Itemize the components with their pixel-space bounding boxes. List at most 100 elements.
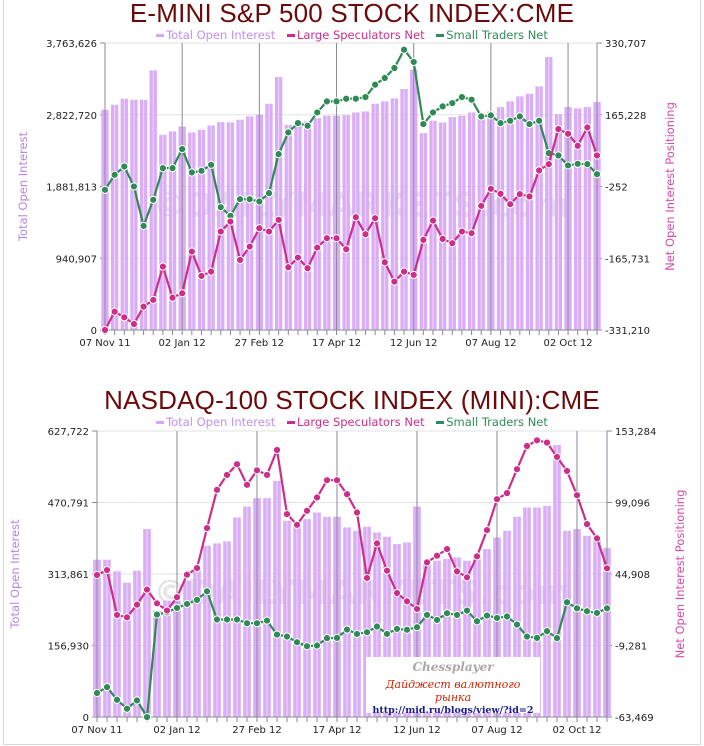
point-large-speculators bbox=[255, 224, 264, 233]
point-large-speculators bbox=[302, 506, 312, 515]
line-small-traders bbox=[104, 47, 598, 230]
point-large-speculators bbox=[563, 129, 573, 138]
point-large-speculators bbox=[372, 539, 382, 548]
point-small-traders bbox=[284, 128, 293, 137]
point-small-traders bbox=[322, 634, 332, 643]
point-large-speculators bbox=[252, 466, 262, 475]
point-small-traders bbox=[342, 625, 352, 634]
legend-label: Total Open Interest bbox=[166, 415, 276, 429]
legend-large-speculators[interactable]: Large Speculators Net bbox=[286, 415, 425, 429]
point-small-traders bbox=[572, 604, 582, 613]
point-small-traders bbox=[532, 633, 542, 642]
ad-banner[interactable]: Chessplayer Дайджест валютного рынка htt… bbox=[366, 657, 540, 716]
point-small-traders bbox=[272, 630, 282, 639]
line-large-speculators bbox=[104, 124, 599, 331]
point-large-speculators bbox=[332, 234, 341, 243]
point-large-speculators bbox=[532, 436, 542, 445]
point-large-speculators bbox=[492, 495, 502, 504]
point-small-traders bbox=[192, 595, 202, 604]
legend-large-speculators[interactable]: Large Speculators Net bbox=[286, 28, 425, 42]
point-small-traders bbox=[252, 619, 262, 628]
y2-axis-title: Net Open Interest Positioning bbox=[673, 490, 687, 659]
point-small-traders bbox=[477, 112, 486, 121]
point-large-speculators bbox=[178, 289, 187, 298]
point-large-speculators bbox=[448, 239, 457, 248]
x-tick-label: 07 Nov 11 bbox=[79, 338, 130, 349]
point-large-speculators bbox=[100, 325, 110, 335]
point-small-traders bbox=[506, 116, 515, 125]
x-tick-label: 07 Aug 12 bbox=[465, 338, 516, 349]
legend-small-traders[interactable]: Small Traders Net bbox=[436, 415, 548, 429]
point-small-traders bbox=[142, 712, 152, 722]
y2-tick-label: -9,281 bbox=[615, 642, 647, 653]
point-large-speculators bbox=[212, 485, 222, 494]
chart-plot: 0 940,907 1,881,813 2,822,720 3,763,626 -331,… bbox=[16, 39, 677, 349]
point-small-traders bbox=[207, 160, 216, 169]
point-small-traders bbox=[442, 609, 452, 618]
x-tick-label: 12 Jun 12 bbox=[390, 338, 437, 349]
legend-total-open-interest[interactable]: Total Open Interest bbox=[156, 28, 275, 42]
point-large-speculators bbox=[512, 465, 522, 474]
point-small-traders bbox=[352, 629, 362, 639]
point-small-traders bbox=[467, 95, 476, 104]
legend-swatch bbox=[286, 421, 295, 424]
point-small-traders bbox=[255, 197, 264, 206]
point-large-speculators bbox=[313, 243, 322, 252]
point-small-traders bbox=[351, 94, 360, 103]
point-large-speculators bbox=[122, 613, 132, 622]
point-small-traders bbox=[535, 116, 544, 125]
point-large-speculators bbox=[573, 141, 582, 150]
point-small-traders bbox=[542, 627, 552, 636]
point-large-speculators bbox=[242, 480, 252, 489]
point-small-traders bbox=[482, 611, 492, 620]
chart-legend[interactable]: Total Open Interest Large Speculators Ne… bbox=[0, 28, 704, 42]
legend-total-open-interest[interactable]: Total Open Interest bbox=[156, 415, 275, 429]
point-small-traders bbox=[102, 682, 112, 692]
point-large-speculators bbox=[262, 470, 272, 480]
point-small-traders bbox=[187, 168, 196, 177]
point-large-speculators bbox=[192, 563, 202, 573]
point-large-speculators bbox=[422, 558, 432, 567]
point-small-traders bbox=[452, 610, 462, 620]
point-large-speculators bbox=[477, 201, 486, 210]
point-small-traders bbox=[245, 195, 254, 204]
point-large-speculators bbox=[390, 277, 399, 286]
point-small-traders bbox=[492, 613, 502, 623]
point-large-speculators bbox=[303, 264, 312, 273]
legend-swatch bbox=[156, 421, 165, 424]
point-small-traders bbox=[202, 587, 212, 596]
point-large-speculators bbox=[92, 570, 102, 580]
point-large-speculators bbox=[168, 293, 177, 302]
point-small-traders bbox=[372, 622, 382, 631]
line-large-speculators bbox=[96, 439, 609, 619]
legend-swatch bbox=[436, 34, 445, 37]
point-large-speculators bbox=[272, 445, 282, 455]
legend-small-traders[interactable]: Small Traders Net bbox=[436, 28, 548, 42]
ad-link[interactable]: http://mid.ru/blogs/view/?id=2 bbox=[372, 705, 534, 716]
point-small-traders bbox=[332, 633, 342, 642]
point-small-traders bbox=[583, 160, 592, 169]
point-small-traders bbox=[428, 108, 438, 117]
chart-legend[interactable]: Total Open Interest Large Speculators Ne… bbox=[0, 415, 704, 429]
y-tick-label: 156,930 bbox=[48, 642, 89, 653]
point-small-traders bbox=[112, 695, 122, 704]
point-large-speculators bbox=[216, 227, 225, 236]
point-large-speculators bbox=[592, 151, 602, 160]
y2-tick-label: 44,908 bbox=[615, 570, 650, 581]
point-large-speculators bbox=[162, 606, 172, 615]
point-large-speculators bbox=[293, 253, 303, 262]
point-large-speculators bbox=[380, 258, 389, 267]
point-large-speculators bbox=[361, 230, 370, 239]
point-small-traders bbox=[502, 612, 512, 621]
x-tick-label: 02 Jan 12 bbox=[153, 725, 200, 736]
point-large-speculators bbox=[522, 441, 532, 451]
point-small-traders bbox=[158, 164, 167, 173]
point-large-speculators bbox=[438, 234, 447, 243]
point-large-speculators bbox=[342, 245, 351, 254]
legend-swatch bbox=[156, 34, 165, 37]
point-small-traders bbox=[120, 162, 129, 171]
point-large-speculators bbox=[129, 319, 139, 329]
chart-title: E-MINI S&P 500 STOCK INDEX:CME bbox=[129, 0, 575, 28]
nasdaq-chart: NASDAQ-100 STOCK INDEX (MINI):CME Total … bbox=[0, 380, 704, 746]
y-tick-label: 3,763,626 bbox=[46, 39, 97, 50]
